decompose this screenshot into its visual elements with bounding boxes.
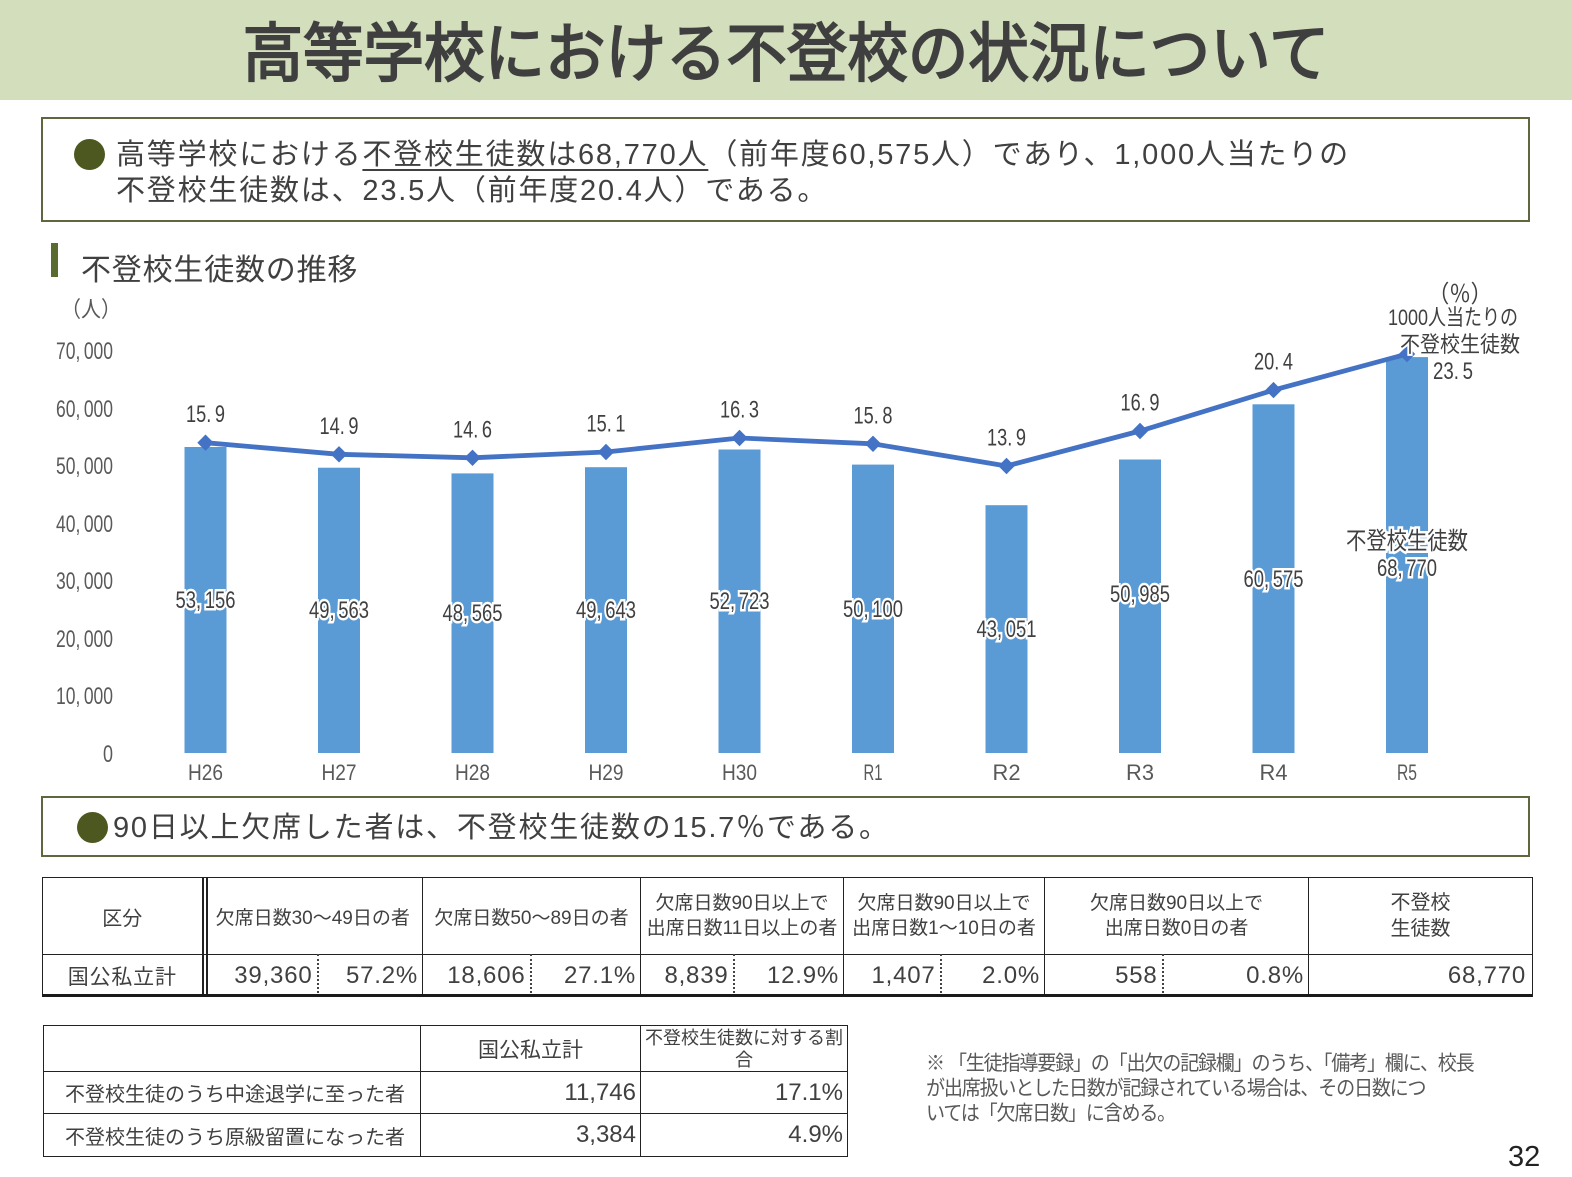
- svg-text:40, 000: 40, 000: [56, 511, 113, 538]
- svg-text:49, 563: 49, 563: [309, 597, 369, 624]
- svg-text:14. 9: 14. 9: [320, 413, 359, 440]
- svg-text:不登校生徒数: 不登校生徒数: [1346, 528, 1468, 555]
- svg-text:1000人当たりの: 1000人当たりの: [1388, 305, 1518, 330]
- svg-text:20, 000: 20, 000: [56, 626, 113, 653]
- svg-text:20. 4: 20. 4: [1254, 349, 1293, 376]
- svg-text:70, 000: 70, 000: [56, 338, 113, 365]
- svg-text:68, 770: 68, 770: [1377, 555, 1437, 582]
- svg-text:不登校生徒数: 不登校生徒数: [1400, 332, 1520, 357]
- svg-text:（人）: （人）: [61, 297, 121, 322]
- svg-text:R5: R5: [1397, 760, 1417, 785]
- svg-text:23. 5: 23. 5: [1433, 358, 1473, 385]
- svg-text:10, 000: 10, 000: [56, 683, 113, 710]
- svg-text:48, 565: 48, 565: [443, 600, 503, 627]
- svg-text:H26: H26: [188, 760, 223, 785]
- svg-text:43, 051: 43, 051: [977, 616, 1037, 643]
- svg-text:R2: R2: [993, 760, 1021, 785]
- svg-text:50, 985: 50, 985: [1110, 581, 1170, 608]
- svg-text:R3: R3: [1126, 760, 1154, 785]
- svg-text:53, 156: 53, 156: [176, 587, 236, 614]
- svg-text:（％）: （％）: [1428, 281, 1492, 308]
- svg-text:H28: H28: [455, 760, 490, 785]
- svg-text:0: 0: [103, 741, 113, 768]
- svg-text:15. 9: 15. 9: [186, 401, 225, 428]
- svg-text:H27: H27: [322, 760, 357, 785]
- svg-text:H30: H30: [722, 760, 757, 785]
- svg-text:16. 3: 16. 3: [720, 397, 759, 424]
- svg-text:R1: R1: [864, 760, 883, 785]
- svg-text:15. 8: 15. 8: [854, 402, 893, 429]
- svg-text:49, 643: 49, 643: [576, 597, 636, 624]
- svg-text:13. 9: 13. 9: [987, 425, 1026, 452]
- svg-text:16. 9: 16. 9: [1121, 390, 1160, 417]
- svg-text:60, 575: 60, 575: [1244, 566, 1304, 593]
- svg-text:60, 000: 60, 000: [56, 396, 113, 423]
- svg-text:50, 000: 50, 000: [56, 453, 113, 480]
- svg-text:15. 1: 15. 1: [587, 411, 626, 438]
- svg-text:H29: H29: [589, 760, 624, 785]
- svg-text:30, 000: 30, 000: [56, 568, 113, 595]
- svg-text:14. 6: 14. 6: [453, 416, 492, 443]
- svg-text:52, 723: 52, 723: [710, 588, 770, 615]
- svg-text:R4: R4: [1260, 760, 1288, 785]
- svg-text:50, 100: 50, 100: [843, 596, 903, 623]
